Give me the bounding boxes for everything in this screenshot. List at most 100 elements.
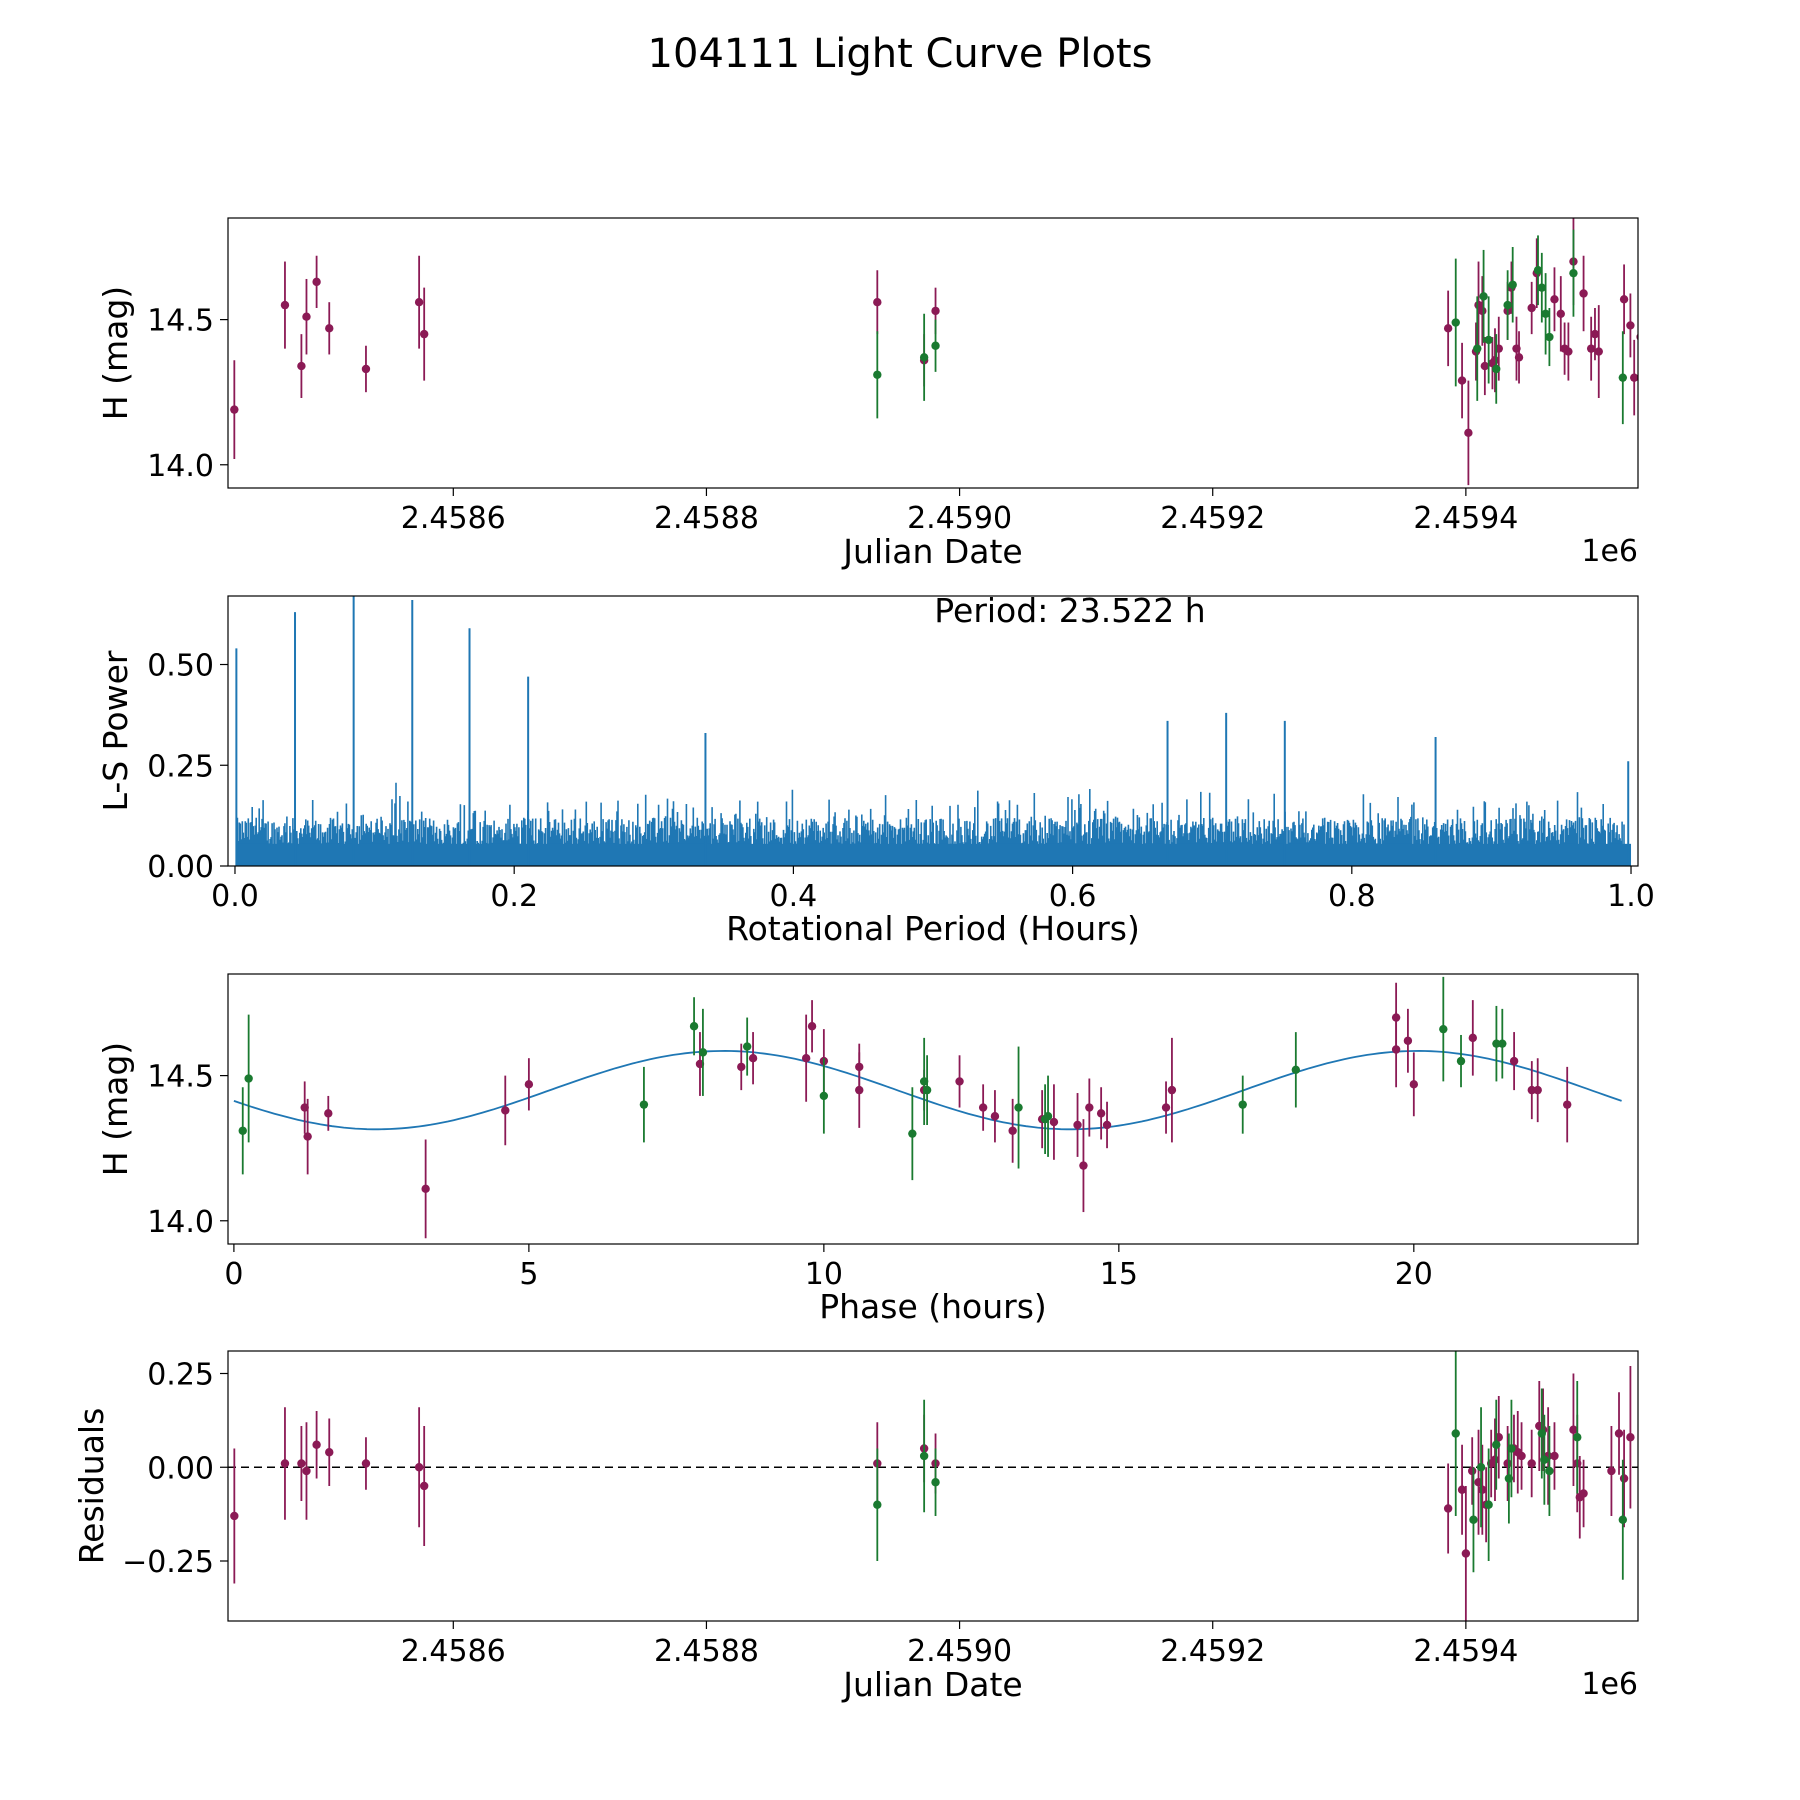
data-point bbox=[922, 1085, 932, 1095]
data-point bbox=[1630, 373, 1638, 382]
data-point bbox=[807, 1022, 817, 1031]
data-point bbox=[302, 312, 311, 321]
lightcurve-y-ticks: 14.0 14.5 bbox=[147, 304, 228, 484]
data-point bbox=[1473, 344, 1482, 353]
residuals-x-offset: 1e6 bbox=[1581, 1667, 1638, 1702]
data-point bbox=[1492, 1440, 1501, 1449]
data-point bbox=[1590, 329, 1600, 339]
periodogram-x-label: Rotational Period (Hours) bbox=[726, 909, 1140, 948]
figure-title: 104111 Light Curve Plots bbox=[648, 31, 1153, 77]
data-point bbox=[801, 1053, 811, 1063]
data-point bbox=[1391, 1045, 1401, 1054]
period-annotation: Period: 23.522 h bbox=[934, 591, 1205, 630]
y-tick-label: 14.5 bbox=[147, 304, 214, 339]
data-point bbox=[1626, 321, 1635, 330]
y-tick-label: 0.50 bbox=[147, 649, 214, 684]
data-point bbox=[1484, 1500, 1493, 1509]
x-tick-label: 2.4586 bbox=[401, 501, 506, 536]
data-point bbox=[1618, 373, 1628, 382]
data-point bbox=[1533, 266, 1543, 275]
residuals-x-label: Julian Date bbox=[841, 1665, 1023, 1704]
x-tick-label: 5 bbox=[519, 1257, 538, 1292]
data-point bbox=[1439, 1024, 1448, 1034]
data-point bbox=[414, 1463, 424, 1472]
data-point bbox=[931, 341, 940, 350]
x-tick-label: 2.4594 bbox=[1413, 501, 1518, 536]
data-point bbox=[873, 1500, 882, 1509]
periodogram-frame bbox=[227, 595, 1639, 867]
data-point bbox=[1579, 1489, 1588, 1498]
residuals-panel: 2.4586 2.4588 2.4590 2.4592 2.4594 −0.25 0.00… bbox=[72, 1350, 1639, 1704]
data-point bbox=[1079, 1161, 1088, 1170]
data-point bbox=[1451, 318, 1460, 327]
data-point bbox=[1540, 1455, 1549, 1464]
data-point bbox=[1014, 1103, 1023, 1112]
y-tick-label: −0.25 bbox=[122, 1545, 214, 1580]
data-point bbox=[1403, 1036, 1413, 1045]
x-tick-label: 2.4592 bbox=[1160, 1634, 1265, 1669]
data-point bbox=[1457, 376, 1467, 385]
data-point bbox=[280, 300, 290, 310]
data-point bbox=[1619, 295, 1629, 304]
power-floor bbox=[236, 843, 1632, 866]
data-point bbox=[1085, 1103, 1094, 1112]
periodogram-panel: 0.0 0.2 0.4 0.6 0.8 1.0 0.00 0.25 0.50 Period: … bbox=[96, 591, 1655, 948]
x-tick-label: 0 bbox=[224, 1257, 243, 1292]
x-tick-label: 10 bbox=[805, 1257, 843, 1292]
data-point bbox=[1049, 1117, 1059, 1127]
data-point bbox=[931, 1478, 940, 1487]
phase-y-label: H (mag) bbox=[96, 1042, 135, 1176]
lightcurve-x-ticks: 2.4586 2.4588 2.4590 2.4592 2.4594 bbox=[401, 488, 1518, 536]
data-point bbox=[698, 1048, 708, 1057]
data-point bbox=[325, 1448, 334, 1457]
y-tick-label: 14.0 bbox=[147, 1205, 214, 1240]
lightcurve-y-label: H (mag) bbox=[96, 286, 135, 420]
data-point bbox=[1508, 280, 1517, 289]
data-point bbox=[1464, 428, 1473, 438]
data-point bbox=[1517, 1451, 1526, 1461]
data-point bbox=[1509, 1056, 1519, 1066]
data-point bbox=[639, 1100, 649, 1109]
data-point bbox=[1607, 1466, 1616, 1476]
data-point bbox=[1043, 1112, 1053, 1121]
data-point bbox=[419, 1481, 429, 1491]
x-tick-label: 2.4592 bbox=[1160, 501, 1265, 536]
data-point bbox=[1541, 309, 1550, 319]
data-point bbox=[908, 1129, 917, 1138]
data-point bbox=[1443, 1504, 1453, 1513]
data-point bbox=[1619, 1474, 1629, 1483]
data-point bbox=[302, 1466, 311, 1476]
data-point bbox=[1614, 1429, 1624, 1438]
data-point bbox=[1167, 1085, 1177, 1095]
data-point bbox=[1579, 289, 1588, 298]
y-tick-label: 0.25 bbox=[147, 1358, 214, 1393]
data-point bbox=[1469, 1515, 1478, 1524]
x-tick-label: 15 bbox=[1100, 1257, 1138, 1292]
data-point bbox=[419, 329, 429, 339]
data-point bbox=[1533, 1085, 1542, 1095]
data-point bbox=[742, 1042, 752, 1051]
data-point bbox=[1492, 1039, 1501, 1048]
data-point bbox=[324, 1109, 333, 1118]
data-point bbox=[1480, 361, 1490, 371]
y-tick-label: 0.00 bbox=[147, 1451, 214, 1486]
periodogram-y-label: L-S Power bbox=[96, 650, 135, 811]
data-point bbox=[1476, 1463, 1486, 1472]
data-point bbox=[1594, 347, 1603, 356]
data-point bbox=[919, 1451, 929, 1461]
x-tick-label: 20 bbox=[1395, 1257, 1433, 1292]
data-point bbox=[1456, 1056, 1466, 1066]
data-point bbox=[1550, 1451, 1559, 1461]
data-point bbox=[1238, 1100, 1247, 1109]
data-point bbox=[1507, 1444, 1516, 1453]
data-point bbox=[873, 297, 882, 307]
data-point bbox=[990, 1112, 1000, 1121]
residuals-y-ticks: −0.25 0.00 0.25 bbox=[122, 1358, 228, 1580]
data-point bbox=[1161, 1103, 1171, 1112]
data-point bbox=[1626, 1433, 1635, 1442]
phase-x-label: Phase (hours) bbox=[819, 1287, 1047, 1326]
data-point bbox=[737, 1062, 746, 1072]
data-point bbox=[1102, 1120, 1112, 1130]
data-point bbox=[1527, 1459, 1536, 1468]
data-point bbox=[244, 1074, 253, 1083]
